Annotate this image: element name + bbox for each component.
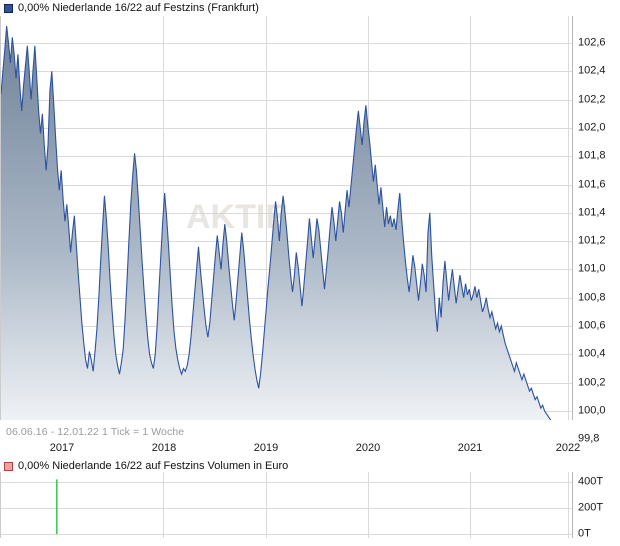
price-y-tick: 100,8 <box>578 291 606 304</box>
volume-y-tick: 400T <box>578 475 604 488</box>
volume-series-swatch-icon <box>4 461 13 471</box>
volume-bar <box>56 479 58 534</box>
price-y-tick: 102,6 <box>578 36 606 49</box>
x-axis-tick: 2017 <box>49 442 75 454</box>
price-y-tick: 101,8 <box>578 149 606 162</box>
price-y-tick: 100,0 <box>578 404 606 417</box>
x-axis-tick: 2019 <box>253 442 279 454</box>
volume-y-tick: 0T <box>578 527 591 540</box>
price-series-swatch-icon <box>4 3 13 13</box>
svg-text:AKTIE: AKTIE <box>186 198 288 236</box>
volume-legend-label: 0,00% Niederlande 16/22 auf Festzins Vol… <box>18 460 289 472</box>
price-y-tick: 99,8 <box>578 432 600 445</box>
chart-x-axis: 2017 2018 2019 2020 2021 2022 <box>0 441 620 459</box>
price-y-tick: 102,0 <box>578 121 606 134</box>
price-y-tick: 101,6 <box>578 178 606 190</box>
price-y-tick: 101,2 <box>578 234 606 247</box>
price-y-tick: 100,6 <box>578 319 606 332</box>
volume-y-axis: 400T 200T 0T <box>573 472 620 546</box>
price-y-tick: 102,4 <box>578 64 606 77</box>
price-y-tick: 102,2 <box>578 93 606 106</box>
price-y-axis: 102,6 102,4 102,2 102,0 101,8 101,6 101,4 101,2… <box>573 16 620 444</box>
price-plot-area[interactable]: AKTIE <box>0 16 573 420</box>
volume-plot-area[interactable] <box>0 472 573 538</box>
price-chart-panel[interactable]: AKTIE 102,6 102,4 102,2 102,0 101,8 101,6 101,… <box>0 16 620 444</box>
price-y-tick: 100,4 <box>578 347 606 360</box>
volume-legend[interactable]: 0,00% Niederlande 16/22 auf Festzins Vol… <box>4 459 288 473</box>
price-legend-label: 0,00% Niederlande 16/22 auf Festzins (Fr… <box>18 2 259 14</box>
chart-info-label: 06.06.16 - 12.01.22 1 Tick = 1 Woche <box>6 426 185 438</box>
volume-chart-panel[interactable]: 400T 200T 0T <box>0 472 620 546</box>
x-axis-tick: 2022 <box>555 442 581 454</box>
price-y-tick: 101,4 <box>578 206 606 219</box>
price-legend[interactable]: 0,00% Niederlande 16/22 auf Festzins (Fr… <box>4 1 259 15</box>
volume-y-tick: 200T <box>578 501 604 514</box>
x-axis-tick: 2018 <box>151 442 177 454</box>
x-axis-tick: 2021 <box>457 442 483 454</box>
x-axis-tick: 2020 <box>355 442 381 454</box>
volume-chart-svg <box>0 472 573 538</box>
price-chart-svg: AKTIE <box>0 16 573 420</box>
price-y-tick: 101,0 <box>578 262 606 275</box>
price-y-tick: 100,2 <box>578 376 606 389</box>
